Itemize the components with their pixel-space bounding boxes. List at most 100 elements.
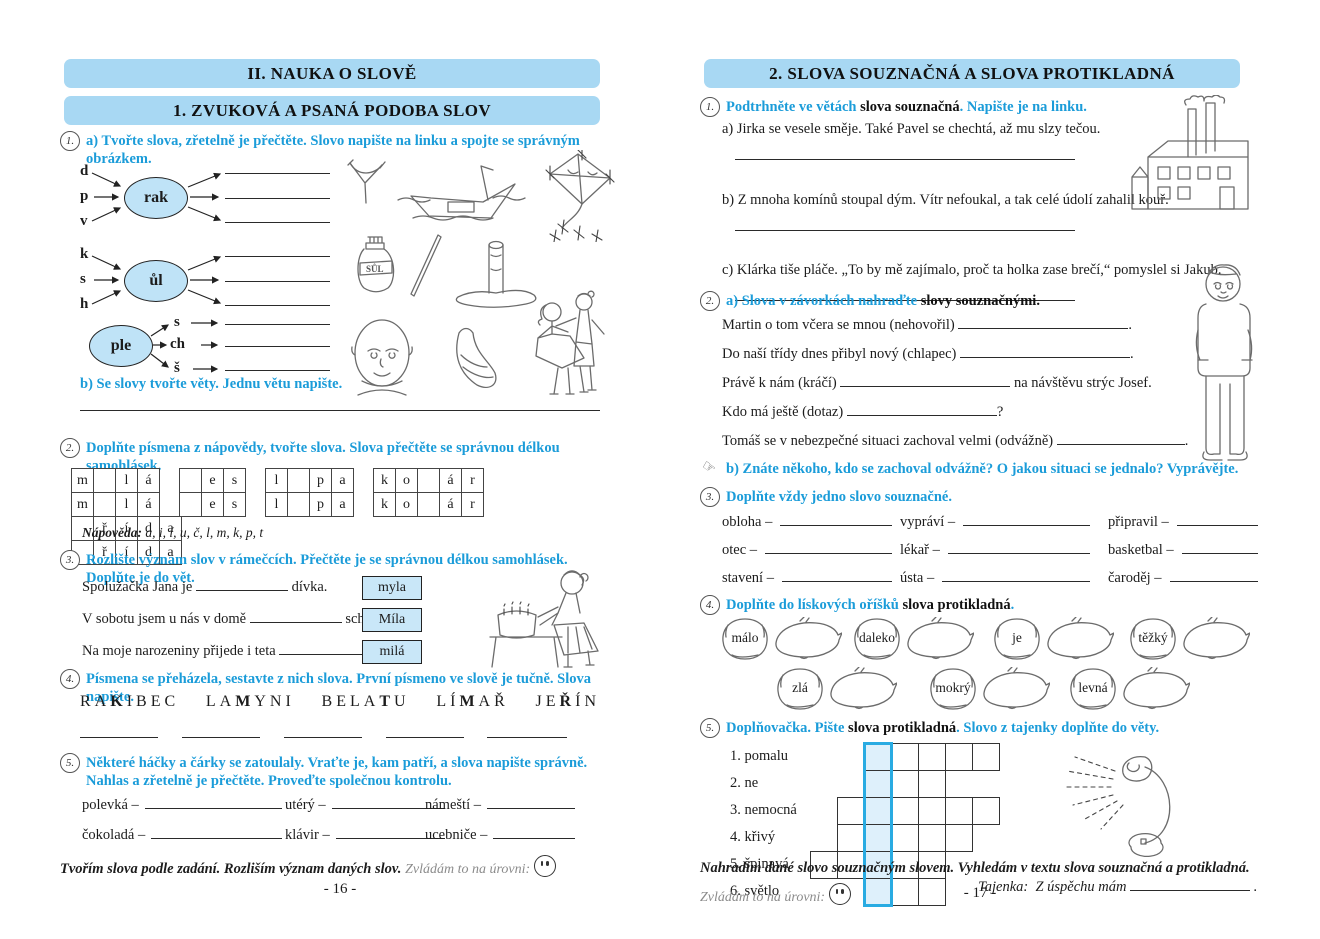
sentence-text: dívka. <box>291 579 328 595</box>
exercise-number: 5. <box>700 718 720 738</box>
hint-label: Nápověda: <box>82 525 142 540</box>
sentence-text: Spolužačka Jana je <box>82 579 193 595</box>
crossword-cell <box>918 878 946 906</box>
exercise1-instruction-b: b) Se slovy tvořte věty. Jednu větu napi… <box>80 376 343 392</box>
crossword-grid <box>810 742 1000 907</box>
tajenka-text: Z úspěchu mám <box>1035 879 1127 895</box>
nut-word: mokrý <box>935 680 971 695</box>
write-blank <box>958 317 1129 329</box>
gap-sentence: Kdo má ještě (dotaz) ? <box>722 404 1004 420</box>
pole-illustration <box>455 240 537 308</box>
empty-nut <box>1183 617 1250 660</box>
empty-nut <box>1123 667 1190 710</box>
letter-cell: m <box>71 492 94 517</box>
letter-cell: p <box>309 492 332 517</box>
letter-cell <box>417 492 440 517</box>
write-blank <box>947 542 1090 554</box>
write-blank <box>144 797 282 809</box>
crossword-cell <box>837 797 865 825</box>
letter-cell: s <box>223 492 246 517</box>
crossword-cell <box>918 743 946 771</box>
nut-word: daleko <box>859 630 895 645</box>
word-core-oval: ůl <box>124 260 188 302</box>
write-blank <box>1130 879 1251 891</box>
exercise3-instruction: Rozlište význam slov v rámečcích. Přečtě… <box>86 552 568 586</box>
page-number: - 17 - <box>963 885 997 901</box>
gap-sentence: Právě k nám (kráčí) na návštěvu strýc Jo… <box>722 375 1152 391</box>
kite-illustration <box>545 150 615 242</box>
write-line <box>225 173 330 174</box>
section-title-bar: 1. ZVUKOVÁ A PSANÁ PODOBA SLOV <box>64 96 600 125</box>
prefix-letter: h <box>80 296 89 312</box>
diagram-arrows <box>91 172 222 373</box>
letter-cell <box>417 468 440 493</box>
page-16: II. NAUKA O SLOVĚ 1. ZVUKOVÁ A PSANÁ POD… <box>60 55 620 915</box>
crossword-cell <box>945 797 973 825</box>
scrambled-word: JEŘÍN <box>535 693 600 710</box>
letter-cell: a <box>331 492 354 517</box>
letter-cell: á <box>137 492 160 517</box>
chapter-title: II. NAUKA O SLOVĚ <box>247 64 417 83</box>
exercise2-instruction-b: b) Znáte někoho, kdo se zachoval odvážně… <box>726 461 1239 477</box>
exercise-number: 1. <box>60 131 80 151</box>
write-blank <box>331 797 445 809</box>
gap-sentence: Tomáš se v nebezpečné situaci zachoval v… <box>722 433 1189 449</box>
item-label: čokoladá – <box>82 827 146 843</box>
page-number: - 16 - <box>323 881 357 897</box>
exercise2-instruction-a: a) Slova v závorkách nahraďte slovy souz… <box>726 293 1040 309</box>
crossword-cell <box>891 824 919 852</box>
nut-pair: mokrý <box>928 667 1050 711</box>
write-line <box>386 737 464 738</box>
write-blank <box>249 611 342 623</box>
gap-sentence: Martin o tom včera se mnou (nehovořil) . <box>722 317 1132 333</box>
write-blank <box>151 827 282 839</box>
exercise4-instruction: Doplňte do lískových oříšků slova protik… <box>726 597 1015 613</box>
letter-cell: e <box>201 468 224 493</box>
write-blank <box>959 346 1130 358</box>
crossword-clue: 5. špinavá <box>730 856 789 872</box>
smiley-icon <box>533 855 556 877</box>
write-blank <box>780 514 892 526</box>
diacritics-item: polevká – <box>82 797 282 814</box>
assessment-statement: Nahradím dané slovo souznačným slovem. V… <box>700 860 1250 876</box>
bald-head-illustration <box>351 319 413 396</box>
nut-pair: málo <box>720 617 842 661</box>
crossword-cell <box>972 797 1000 825</box>
write-blank <box>1056 433 1185 445</box>
item-label: utérý – <box>285 797 326 813</box>
write-blank <box>781 570 892 582</box>
letter-cell: l <box>265 492 288 517</box>
suffix-letter: š <box>174 360 180 376</box>
letter-cell: l <box>265 468 288 493</box>
crossword-clue: 6. světlo <box>730 883 780 899</box>
sentence-c: c) Klárka tiše pláče. „To by mě zajímalo… <box>722 262 1222 278</box>
letter-cell <box>179 468 202 493</box>
diacritics-item: ucebniče – <box>425 827 575 844</box>
assessment-level-label: Zvládám to na úrovni: <box>700 890 826 905</box>
nut-word: levná <box>1078 680 1108 695</box>
letter-cell: a <box>331 468 354 493</box>
exercise-number: 1. <box>700 97 720 117</box>
boy-illustration <box>1195 264 1253 461</box>
synonym-item: připravil – <box>1108 514 1258 531</box>
shower-illustration <box>1064 756 1171 857</box>
write-blank <box>195 579 288 591</box>
write-line <box>80 737 158 738</box>
chapter-title-bar: II. NAUKA O SLOVĚ <box>64 59 600 88</box>
crossword-clue: 3. nemocná <box>730 802 797 818</box>
tajenka-line: Tajenka: Z úspěchu mám . <box>978 879 1257 896</box>
gap-sentence: Na moje narozeniny přijede i teta . <box>82 643 379 660</box>
assessment-level-label: Zvládám to na úrovni: <box>405 862 531 877</box>
write-blank <box>1169 570 1258 582</box>
exercise-number: 2. <box>60 438 80 458</box>
crossword-cell <box>891 770 919 798</box>
exercise-number: 4. <box>700 595 720 615</box>
crossword-cell <box>864 743 892 771</box>
synonym-item: obloha – <box>722 514 892 531</box>
item-label: námeští – <box>425 797 481 813</box>
exercise5-instruction: Některé háčky a čárky se zatoulaly. Vrať… <box>86 755 588 789</box>
letter-cell: l <box>115 492 138 517</box>
write-blank <box>1176 514 1258 526</box>
